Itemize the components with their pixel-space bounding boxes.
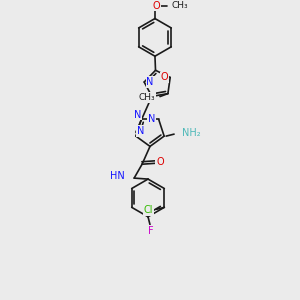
Text: HN: HN bbox=[110, 171, 125, 181]
Text: N: N bbox=[137, 126, 145, 136]
Text: O: O bbox=[156, 157, 164, 167]
Text: NH₂: NH₂ bbox=[182, 128, 201, 138]
Text: N: N bbox=[134, 110, 141, 119]
Text: F: F bbox=[148, 226, 154, 236]
Text: O: O bbox=[160, 72, 168, 82]
Text: N: N bbox=[146, 77, 154, 87]
Text: O: O bbox=[152, 1, 160, 11]
Text: N: N bbox=[148, 115, 155, 124]
Text: CH₃: CH₃ bbox=[172, 1, 188, 10]
Text: Cl: Cl bbox=[144, 205, 153, 215]
Text: CH₃: CH₃ bbox=[138, 93, 155, 102]
